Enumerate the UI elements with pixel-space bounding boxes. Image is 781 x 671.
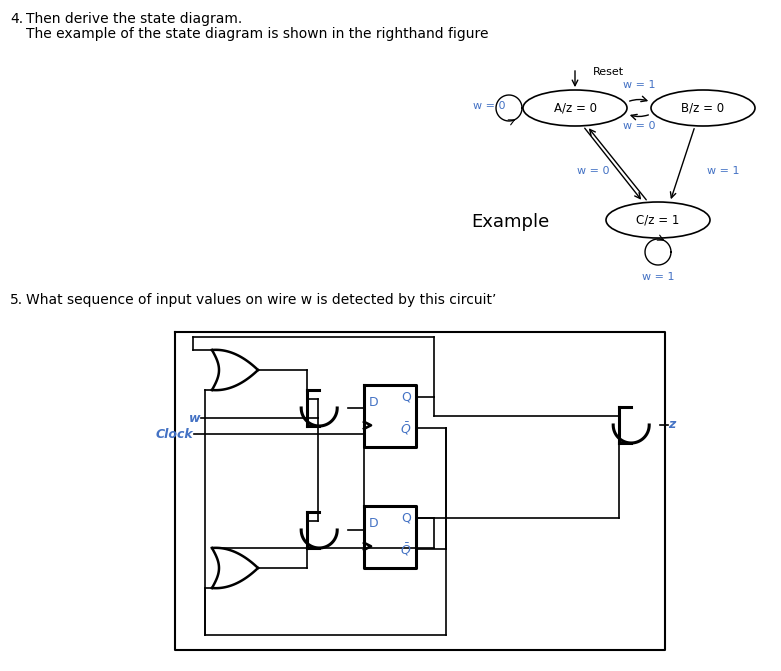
- Text: Q: Q: [401, 512, 411, 525]
- Text: B/z = 0: B/z = 0: [682, 101, 725, 115]
- Text: w = 1: w = 1: [707, 166, 740, 176]
- Text: w = 0: w = 0: [576, 166, 609, 176]
- Text: D: D: [369, 396, 379, 409]
- Text: The example of the state diagram is shown in the righthand figure: The example of the state diagram is show…: [26, 27, 488, 41]
- Text: What sequence of input values on wire w is detected by this circuit’: What sequence of input values on wire w …: [26, 293, 497, 307]
- Text: 5.: 5.: [10, 293, 23, 307]
- Text: Clock: Clock: [155, 427, 193, 440]
- Text: w = 1: w = 1: [642, 272, 674, 282]
- Text: Then derive the state diagram.: Then derive the state diagram.: [26, 12, 242, 26]
- Text: Q: Q: [401, 391, 411, 404]
- Text: $\bar{Q}$: $\bar{Q}$: [400, 541, 411, 558]
- Text: $\bar{Q}$: $\bar{Q}$: [400, 420, 411, 437]
- Text: w: w: [188, 411, 200, 425]
- Text: Reset: Reset: [593, 67, 624, 77]
- Text: 4.: 4.: [10, 12, 23, 26]
- Text: w = 0: w = 0: [473, 101, 505, 111]
- Text: z: z: [668, 419, 676, 431]
- Text: C/z = 1: C/z = 1: [637, 213, 679, 227]
- Text: w = 1: w = 1: [622, 80, 655, 90]
- Text: Example: Example: [471, 213, 549, 231]
- Text: D: D: [369, 517, 379, 530]
- Text: A/z = 0: A/z = 0: [554, 101, 597, 115]
- Text: w = 0: w = 0: [622, 121, 655, 131]
